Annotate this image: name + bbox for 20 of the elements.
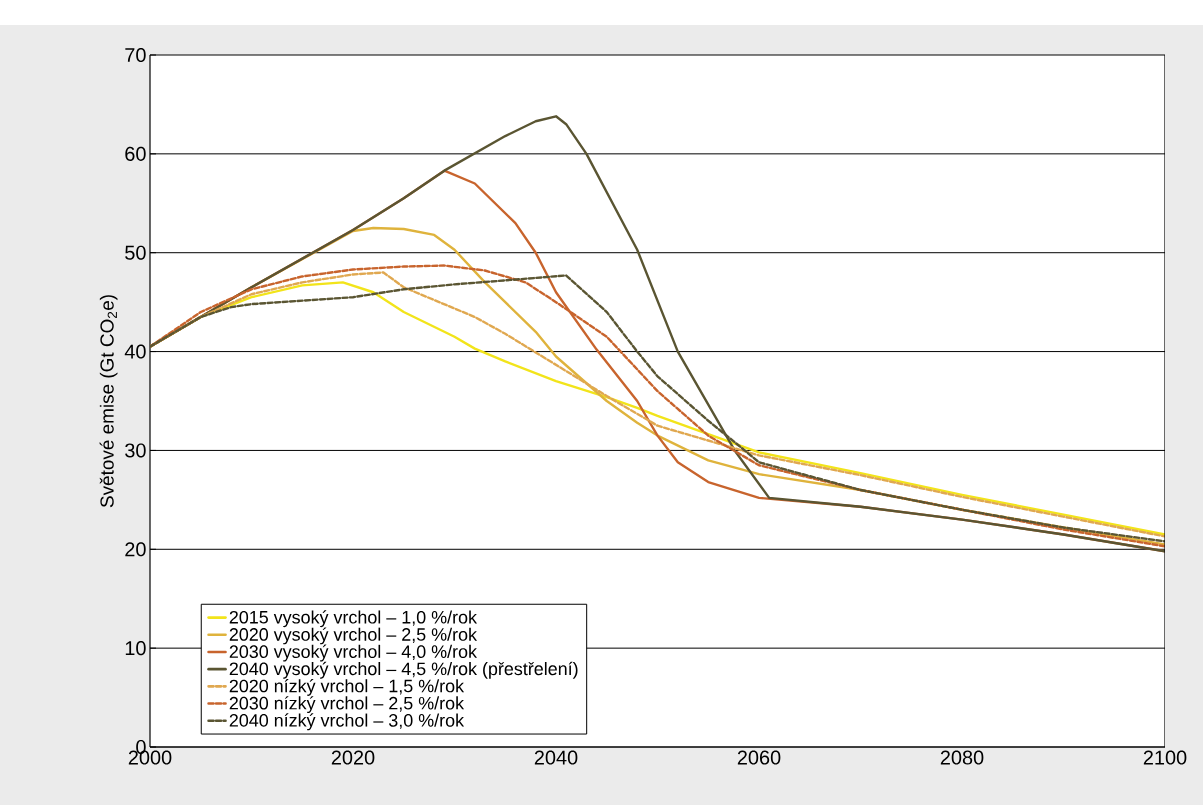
y-tick-label: 60 bbox=[125, 146, 146, 161]
y-tick-label: 30 bbox=[125, 443, 146, 458]
x-tick-label: 2020 bbox=[331, 750, 375, 765]
legend-label: 2030 vysoký vrchol – 4,0 %/rok bbox=[229, 644, 478, 662]
legend-label: 2040 nízký vrchol – 3,0 %/rok bbox=[229, 713, 465, 731]
y-axis-title: Světové emise (Gt CO$_{2}$e) bbox=[99, 295, 118, 508]
y-tick-label: 40 bbox=[124, 344, 146, 359]
y-tick-label: 10 bbox=[125, 641, 146, 656]
x-tick-label: 2060 bbox=[737, 750, 781, 765]
y-tick-label: 20 bbox=[125, 542, 146, 557]
legend-label: 2015 vysoký vrchol – 1,0 %/rok bbox=[229, 610, 478, 628]
y-tick-label: 50 bbox=[125, 245, 146, 260]
legend-label: 2020 nízký vrchol – 1,5 %/rok bbox=[229, 678, 465, 696]
x-tick-label: 2100 bbox=[1143, 750, 1187, 765]
legend-label: 2030 nízký vrchol – 2,5 %/rok bbox=[229, 696, 465, 714]
y-tick-label: 70 bbox=[125, 47, 146, 63]
x-tick-label: 2040 bbox=[534, 750, 578, 765]
legend-label: 2020 vysoký vrchol – 2,5 %/rok bbox=[229, 627, 478, 645]
x-tick-label: 2080 bbox=[940, 750, 984, 765]
legend-label: 2040 vysoký vrchol – 4,5 %/rok (přestřelení) bbox=[229, 661, 578, 679]
